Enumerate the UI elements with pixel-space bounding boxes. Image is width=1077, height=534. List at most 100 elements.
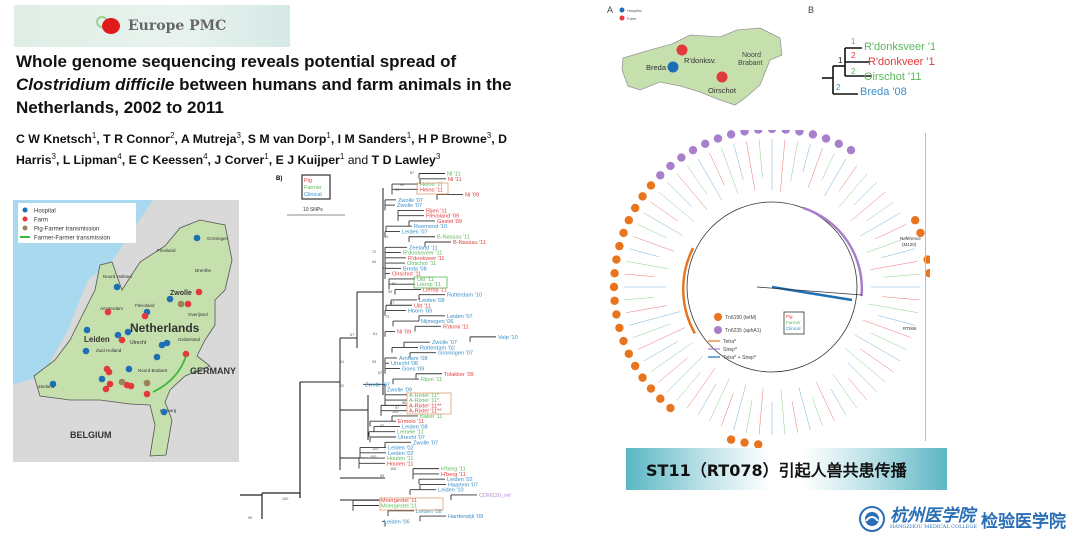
map-legend-label: Pig-Farmer transmission bbox=[34, 227, 99, 233]
author-affiliation: 3 bbox=[435, 152, 441, 162]
author-list: C W Knetsch1, T R Connor2, A Mutreja3, S… bbox=[16, 131, 507, 168]
author-name: A Mutreja bbox=[180, 132, 237, 147]
bootstrap-value: 54 bbox=[372, 260, 376, 264]
tree-leaf-label: Oirschot '11 bbox=[864, 71, 922, 83]
tree-leaf-label: Leiden '02 bbox=[388, 451, 414, 457]
tn6190-marker bbox=[610, 269, 619, 278]
tree-leaf-branch bbox=[637, 327, 686, 350]
hospital-marker bbox=[125, 365, 133, 373]
farm-marker bbox=[141, 312, 149, 320]
tree-leaf-branch bbox=[848, 377, 868, 401]
bootstrap-value: 73 bbox=[385, 315, 389, 319]
tree-leaf-branch bbox=[847, 362, 877, 392]
tree-leaf-label: Nl '09 bbox=[465, 193, 479, 199]
tn6235-marker bbox=[713, 134, 723, 143]
tn6190-marker bbox=[615, 241, 624, 251]
bootstrap-value: 67 bbox=[350, 333, 354, 337]
tree-leaf-branch bbox=[790, 141, 798, 182]
tn6235-marker bbox=[688, 145, 698, 155]
hospital-marker bbox=[82, 347, 90, 355]
hospital-marker bbox=[158, 341, 166, 349]
tree-leaf-label: R'donksveer '11 bbox=[864, 41, 935, 53]
author-name: S M van Dorp bbox=[247, 132, 327, 147]
strep-clade bbox=[802, 206, 864, 297]
tree-leaf-branch bbox=[632, 323, 671, 338]
tn6235-marker bbox=[726, 130, 736, 139]
tree-leaf-label: R'donkveer '11 bbox=[408, 256, 445, 262]
scale-label: 10 SNPs bbox=[303, 207, 323, 213]
tree-leaf-label: Groningen '07 bbox=[438, 351, 473, 357]
farm-marker bbox=[106, 380, 114, 388]
tree-leaf-branch bbox=[628, 248, 660, 257]
tn6190-marker bbox=[630, 203, 640, 213]
hospital-marker bbox=[83, 326, 91, 334]
tree-leaf-label: Lierop '11 bbox=[417, 282, 441, 288]
tree-leaf-branch bbox=[868, 303, 918, 313]
tree-leaf-label: Zwolle '07 bbox=[365, 382, 390, 388]
bootstrap-value: 100 bbox=[370, 455, 376, 459]
tree-leaf-branch bbox=[676, 371, 701, 401]
tree-leaf-label: Bakel '11 bbox=[420, 414, 442, 420]
tn6190-marker bbox=[910, 216, 920, 225]
tree-leaf-branch bbox=[721, 147, 739, 195]
pmc-logo-dot-icon bbox=[102, 18, 120, 34]
branch-length-label: 1 bbox=[838, 56, 843, 65]
legend-label: Tn6235 (aphA1) bbox=[725, 328, 761, 334]
legend-box-label: Pig bbox=[786, 314, 793, 319]
farm-marker bbox=[118, 336, 126, 344]
legend-marker-icon bbox=[22, 207, 28, 213]
bootstrap-value: 61 bbox=[373, 332, 377, 336]
tn6190-marker bbox=[612, 255, 621, 264]
bootstrap-value: 94 bbox=[400, 183, 404, 187]
tree-leaf-branch bbox=[733, 384, 747, 431]
map-region-label: Groningen bbox=[207, 236, 229, 241]
map-region-label: Zwolle bbox=[170, 290, 192, 297]
college-name-cn: 杭州医学院 bbox=[890, 506, 975, 526]
farm-legend-icon bbox=[619, 15, 625, 21]
tree-leaf-label: Rotterdam '02 bbox=[420, 345, 455, 351]
highlight-box bbox=[413, 276, 448, 289]
bootstrap-value: 58 bbox=[402, 401, 406, 405]
place-label: Breda bbox=[646, 63, 667, 72]
tn6190-marker bbox=[754, 440, 763, 448]
tree-leaf-label: Lierop '11 bbox=[423, 287, 447, 293]
reference-label: (M120) bbox=[902, 242, 917, 247]
author-name: E J Kuijper bbox=[275, 153, 340, 168]
tn6190-marker bbox=[638, 373, 647, 382]
tree-leaf-label: Nijmegen '06 bbox=[421, 319, 453, 325]
tree-leaf-label: Zwolle '07 bbox=[432, 340, 457, 346]
farm-marker bbox=[104, 308, 112, 316]
tree-leaf-label: B-Nassau '11 bbox=[437, 235, 470, 241]
tn6190-marker bbox=[646, 384, 656, 393]
highlight-box bbox=[379, 497, 444, 511]
author-and: and bbox=[344, 153, 372, 168]
tree-leaf-label: Haarlem '07 bbox=[448, 482, 478, 488]
reference-label: Reference bbox=[900, 236, 921, 241]
highlight-box bbox=[406, 392, 452, 415]
bootstrap-value: 93 bbox=[372, 360, 376, 364]
legend-label: Farm bbox=[627, 16, 637, 21]
tree-leaf-branch bbox=[816, 382, 835, 422]
tree-backbone bbox=[686, 201, 858, 373]
tree-leaf-label: Roemond '10 bbox=[414, 224, 447, 230]
bootstrap-value: 59 bbox=[380, 474, 384, 478]
bootstrap-value: 97 bbox=[395, 406, 399, 410]
college-logo: 杭州医学院 HANGZHOU MEDICAL COLLEGE 检验医学院 bbox=[858, 504, 1066, 534]
title-line-2-rest: between humans and farm animals in the bbox=[174, 75, 512, 94]
tn6190-marker bbox=[646, 181, 656, 190]
author-name: C W Knetsch bbox=[16, 132, 92, 147]
bootstrap-value: 100 bbox=[282, 497, 288, 501]
tn6235-marker bbox=[781, 130, 790, 134]
bootstrap-value: 99 bbox=[395, 188, 399, 192]
legend-box-label: Clinical bbox=[786, 326, 801, 331]
tree-leaf-label: Leiden '02 bbox=[447, 477, 473, 483]
tree-leaf-label: Rotterdam '10 bbox=[447, 293, 482, 299]
map-region-label: Zuid Holland bbox=[96, 348, 122, 353]
tn6235-marker bbox=[846, 145, 856, 155]
tree-leaf-label: Zwolle '07 bbox=[397, 203, 422, 209]
tree-leaf-label: Harderwijk '09 bbox=[448, 514, 483, 520]
tree-leaf-branch bbox=[650, 201, 678, 222]
tn6190-legend-icon bbox=[714, 313, 722, 321]
tree-leaf-label: Leiden '08 bbox=[402, 424, 428, 430]
title-line-2: Clostridium difficile between humans and… bbox=[16, 73, 536, 96]
